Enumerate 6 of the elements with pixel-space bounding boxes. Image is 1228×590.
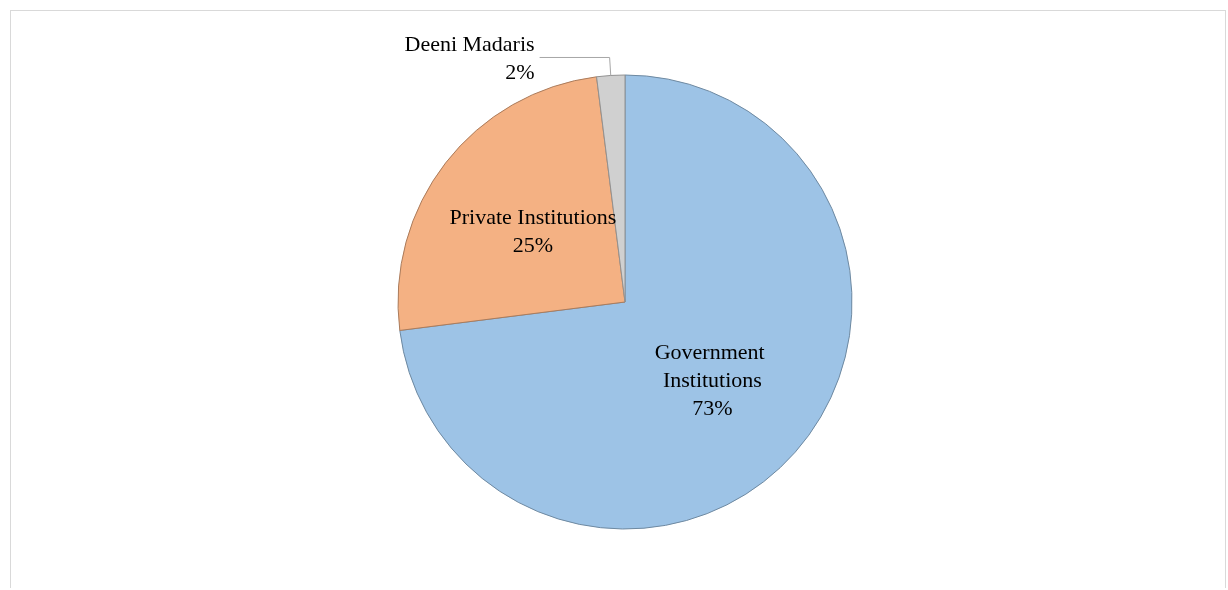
slice-label: Private Institutions [449, 204, 617, 230]
data-label: 2% [505, 58, 535, 84]
slice-label: Government Institutions [654, 338, 771, 392]
data-label: 73% [692, 394, 733, 420]
slice-label: Deeni Madaris [404, 30, 535, 56]
data-label: 25% [512, 232, 554, 258]
